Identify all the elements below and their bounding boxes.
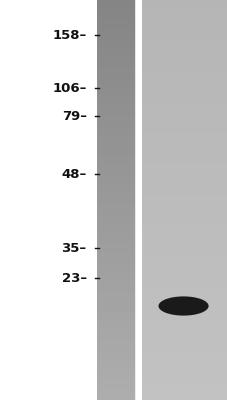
- Text: 35–: 35–: [61, 242, 86, 254]
- Text: 48–: 48–: [61, 168, 86, 180]
- Text: 106–: 106–: [52, 82, 86, 94]
- Ellipse shape: [158, 296, 208, 316]
- Text: 23–: 23–: [61, 272, 86, 284]
- Text: 158–: 158–: [52, 29, 86, 42]
- Text: 79–: 79–: [61, 110, 86, 122]
